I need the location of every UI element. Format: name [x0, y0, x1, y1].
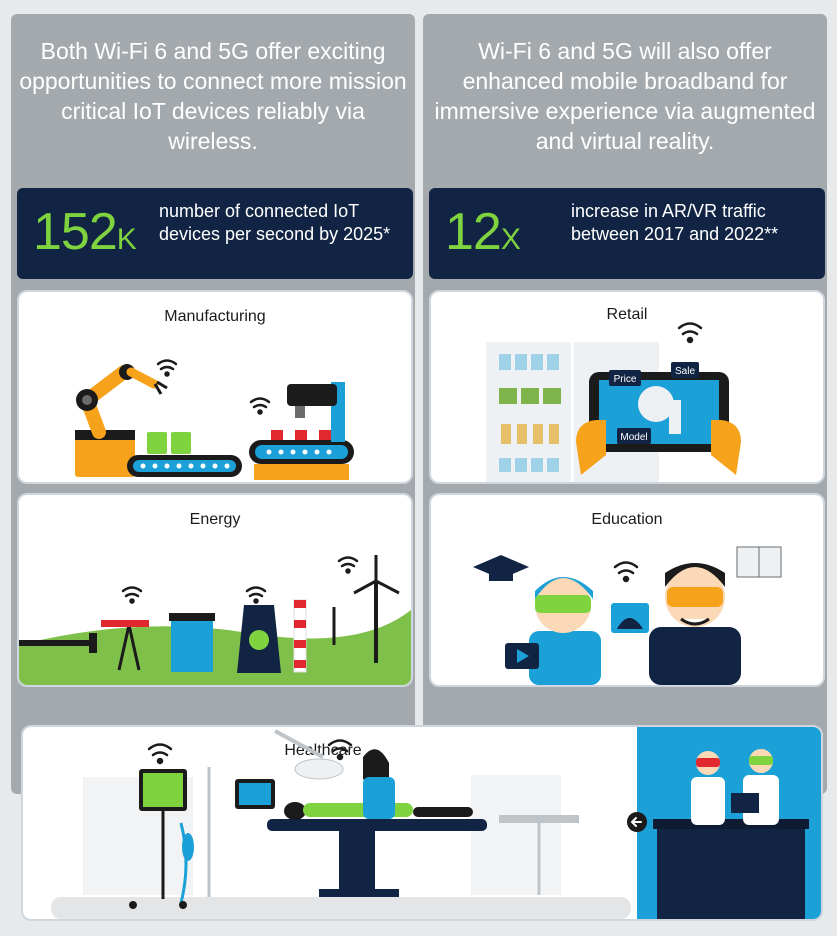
energy-title: Energy: [189, 511, 241, 528]
sale-tag: Sale: [671, 362, 699, 378]
manufacturing-card: Manufacturing: [17, 290, 413, 484]
retail-card: Retail Price Sale: [429, 290, 825, 484]
retail-illustration: Price Sale Model: [486, 322, 741, 482]
manufacturing-title: Manufacturing: [164, 308, 266, 325]
wifi-icon: [337, 556, 359, 574]
right-intro-text: Wi-Fi 6 and 5G will also offer enhanced …: [434, 38, 816, 154]
play-icon: [517, 649, 529, 663]
education-card: Education: [429, 493, 825, 687]
left-stat-box: 152K number of connected IoT devices per…: [17, 188, 413, 279]
right-stat-box: 12X increase in AR/VR traffic between 20…: [429, 188, 825, 279]
healthcare-illustration: [51, 727, 821, 919]
wifi-icon: [613, 561, 639, 583]
energy-illustration: [19, 555, 411, 685]
left-stat-number: 152K: [33, 203, 137, 261]
retail-title: Retail: [606, 306, 648, 323]
svg-text:Sale: Sale: [675, 366, 695, 377]
price-tag: Price: [609, 370, 641, 386]
wifi-icon: [156, 359, 178, 377]
left-stat-unit: K: [116, 223, 137, 256]
wifi-icon: [677, 322, 703, 344]
arrow-left-icon: [627, 812, 647, 832]
right-stat-number: 12X: [445, 203, 521, 261]
left-stat-description: number of connected IoT devices per seco…: [159, 201, 391, 244]
wifi-icon: [327, 739, 353, 761]
model-tag: Model: [617, 428, 651, 444]
right-stat-unit: X: [500, 223, 521, 256]
wifi-icon: [147, 743, 173, 765]
svg-text:Model: Model: [620, 432, 647, 443]
healthcare-card: Healthcare: [21, 725, 823, 921]
wifi-icon: [249, 397, 271, 415]
manufacturing-illustration: [75, 359, 354, 480]
education-illustration: [473, 546, 782, 685]
right-stat-description: increase in AR/VR traffic between 2017 a…: [571, 201, 779, 244]
energy-card: Energy: [17, 493, 413, 687]
wifi-icon: [245, 586, 267, 604]
svg-text:Price: Price: [614, 374, 637, 385]
education-title: Education: [591, 511, 663, 528]
left-intro-text: Both Wi-Fi 6 and 5G offer exciting oppor…: [19, 38, 407, 154]
wifi-icon: [121, 586, 143, 604]
